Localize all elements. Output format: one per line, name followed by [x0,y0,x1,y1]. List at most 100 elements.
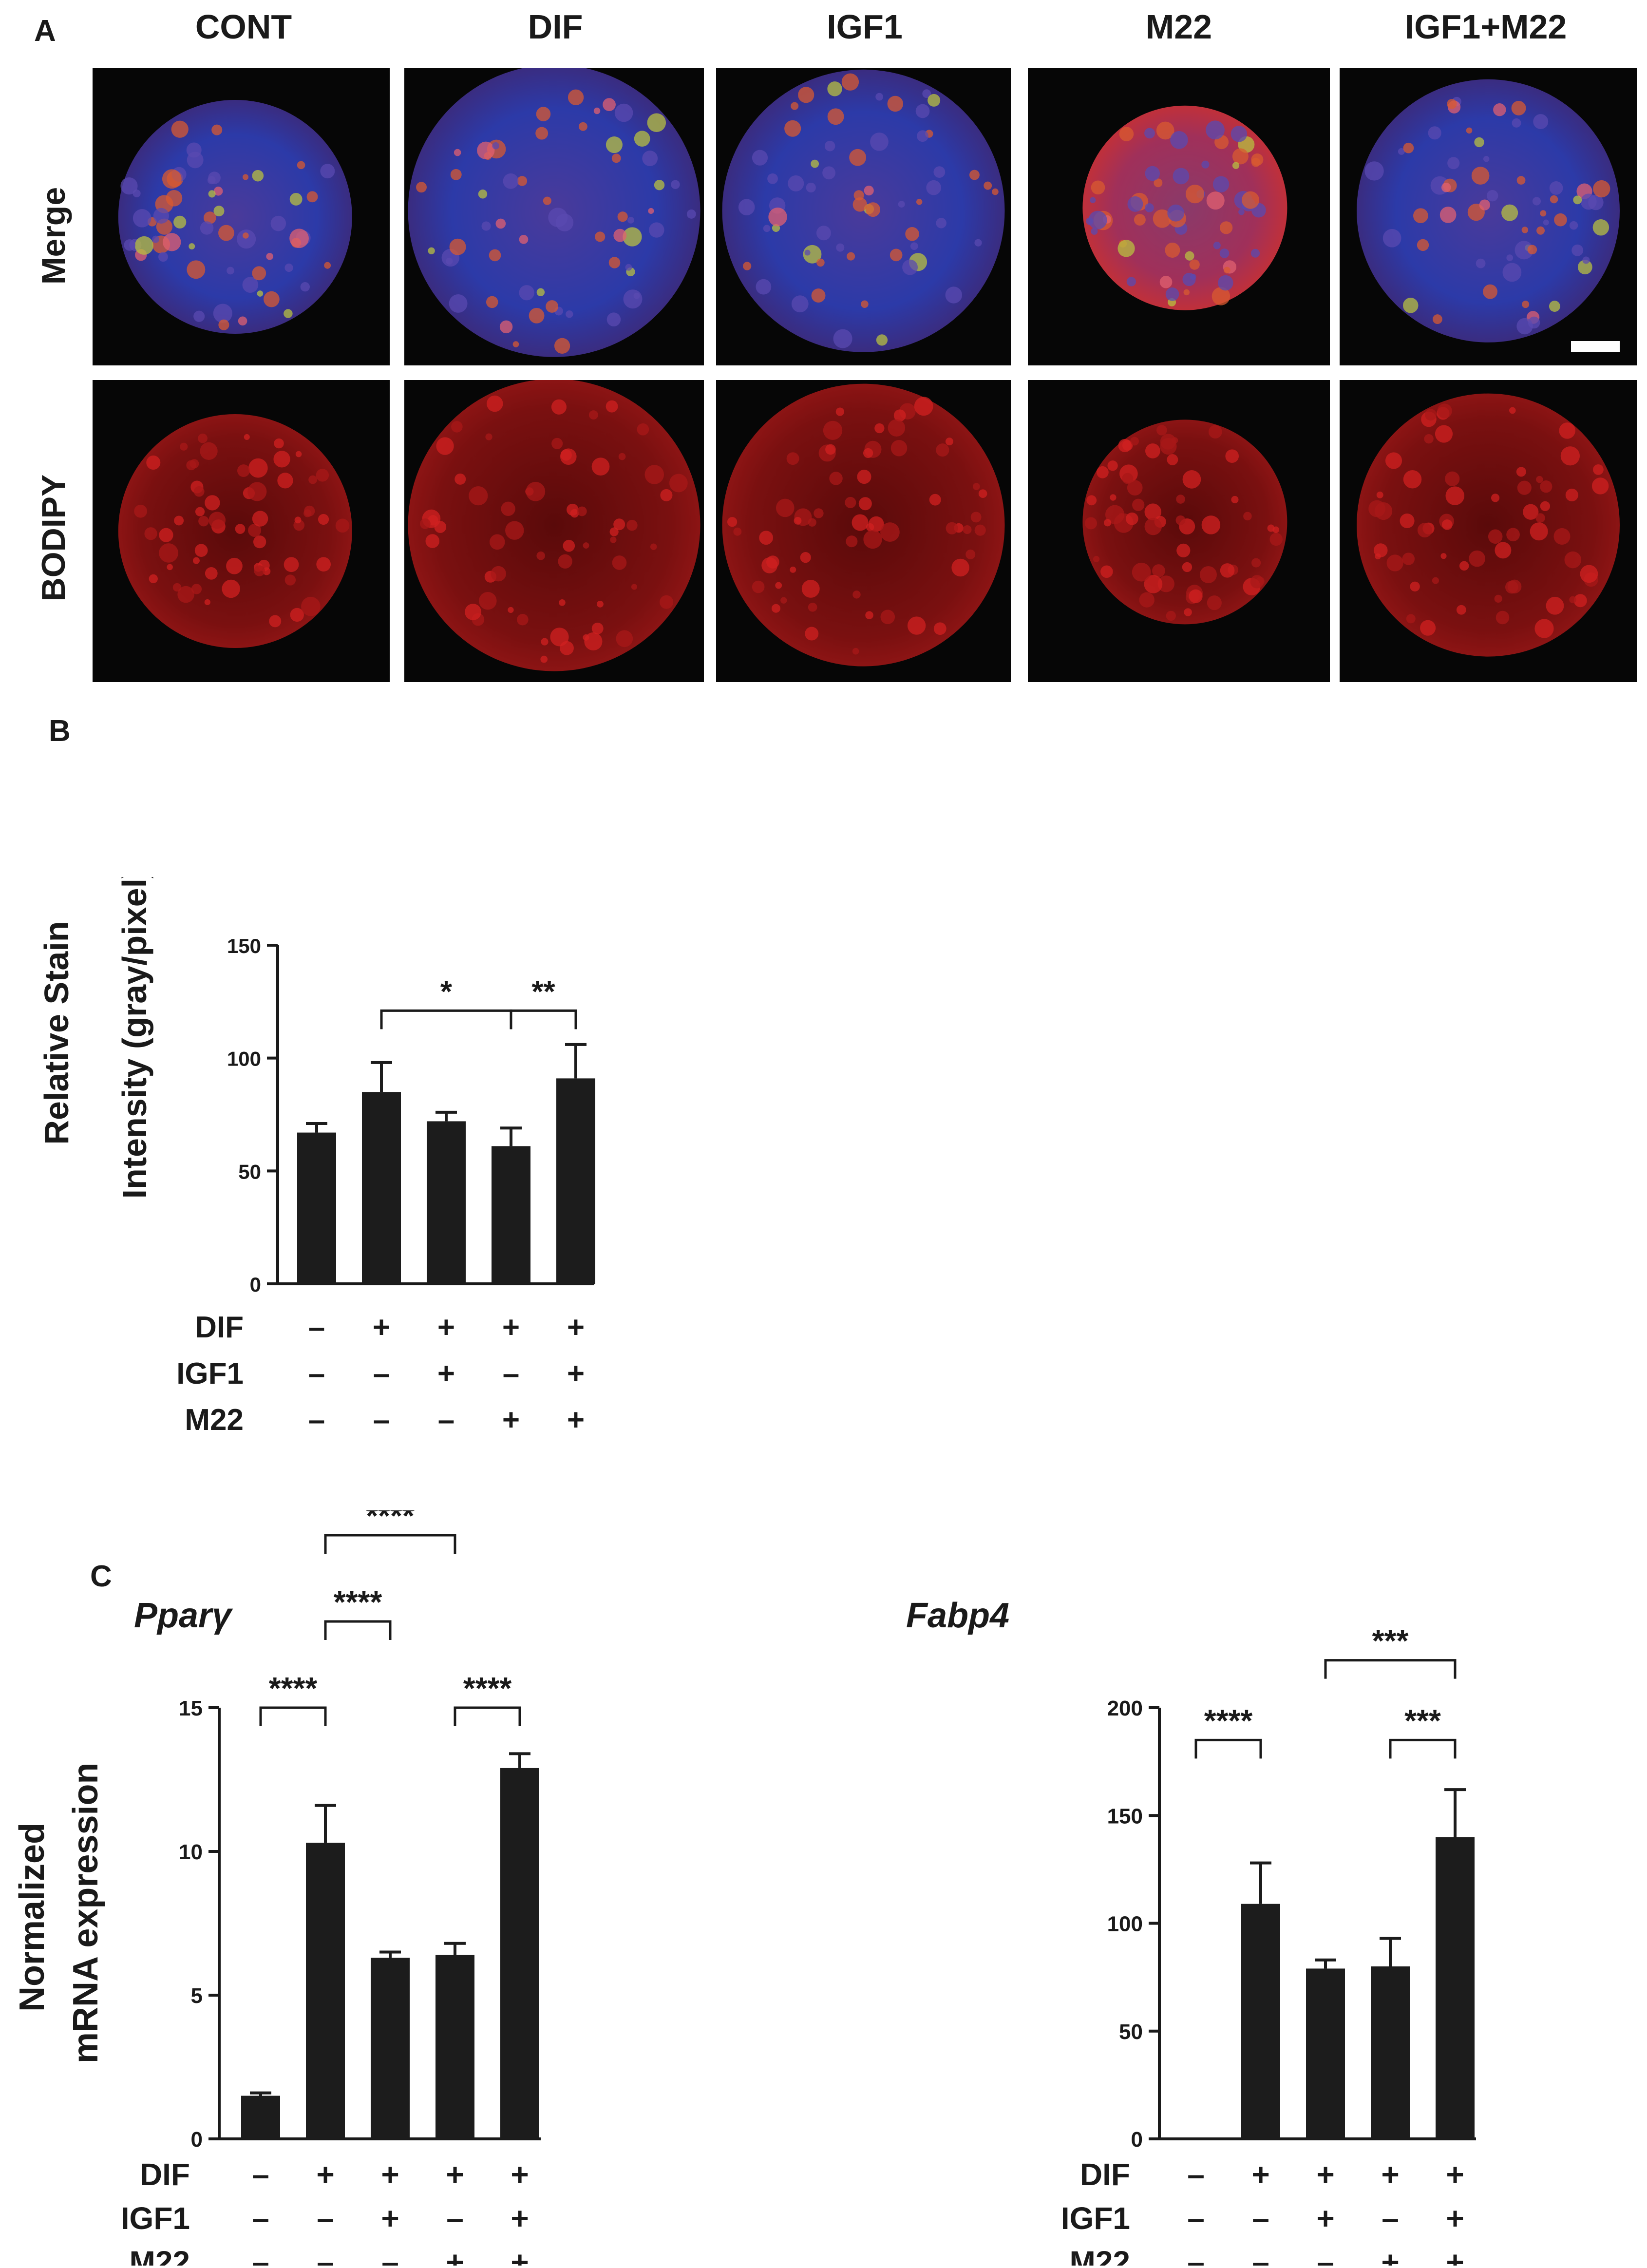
cell [1269,533,1283,546]
cell [1157,575,1174,592]
condition-sign: – [308,1403,325,1437]
cell [1466,127,1473,134]
cell [887,95,904,112]
cell [1445,486,1465,505]
cell [790,566,796,573]
cell [907,616,926,635]
cell [501,501,515,516]
cell [284,557,299,572]
cell [1206,191,1225,210]
cell [508,607,514,613]
cell [318,514,329,525]
cell [752,150,768,166]
cell [1569,596,1576,604]
y-tick-label: 200 [1107,1696,1143,1720]
y-tick-label: 100 [227,1048,261,1070]
cell [1385,452,1402,469]
cell [970,512,982,523]
cell [1540,210,1547,217]
cell [316,557,331,572]
cell [477,141,495,159]
cell [811,288,826,303]
significance-bracket [1324,1659,1457,1679]
cell [512,341,519,347]
significance-bracket [454,1706,521,1726]
cell [252,511,268,527]
cell [1495,542,1512,559]
cell [1501,204,1518,221]
cell [1534,619,1554,638]
condition-label: M22 [185,1403,244,1437]
cell [308,475,317,484]
cell [595,231,606,242]
cell [876,334,888,346]
cell [1549,181,1563,195]
condition-sign: – [373,1357,390,1391]
cell [244,434,250,440]
cell [1144,575,1163,593]
cell [1127,480,1143,496]
significance-stars: *** [1372,1623,1409,1658]
cell [1400,513,1415,528]
condition-sign: + [1316,2157,1334,2192]
cell [451,421,463,433]
cell [608,257,621,268]
cell [1398,148,1405,155]
y-tick-label: 15 [179,1696,203,1720]
cell [1088,210,1107,229]
cell [248,524,262,537]
cell [300,282,310,292]
cell [974,239,982,247]
cell [1376,491,1383,498]
cell [1126,512,1138,525]
cell [794,516,802,525]
fabp4-chart: 0 50 100 150 200 DIF – + + + + IGF1 – – + – + M22 – – – + + ***… [974,1510,1608,2268]
cell [454,149,461,156]
fabp4-chart-svg: 0 50 100 150 200 DIF – + + + + IGF1 – – + – + M22 – – – + + ***… [1061,1623,1476,2268]
bar [306,1843,345,2139]
cell [153,208,169,224]
cell [1130,437,1139,446]
y-tick-label: 150 [1107,1804,1143,1828]
cell [172,583,182,592]
cell [1521,227,1529,233]
cell [868,516,884,532]
cell [1364,161,1384,181]
panel-a-letter: A [34,14,56,48]
cell [951,558,969,577]
cell [626,519,638,531]
cell [120,177,138,195]
condition-sign: – [1187,2157,1205,2192]
cell [870,133,889,151]
bar [362,1092,401,1284]
cell [936,218,947,229]
cell [1170,131,1188,149]
cell [1573,594,1587,608]
cell [1251,157,1261,167]
cell [1167,454,1178,465]
cell [558,554,572,569]
cell [917,130,928,142]
spheroid [1357,79,1620,343]
cell [824,140,835,152]
cell [660,489,673,501]
condition-sign: – [252,2157,269,2192]
cell [213,186,223,196]
significance-bracket [510,1009,577,1029]
cell [617,211,628,222]
cell [489,534,505,550]
cell [1528,316,1540,329]
cell [1420,620,1436,636]
row-label-merge: Merge [35,187,72,285]
cell [1145,443,1160,458]
cell [963,525,972,534]
cell [1514,241,1533,260]
cell [863,530,882,549]
condition-sign: + [1381,2245,1399,2266]
cell [152,235,160,243]
cell [1435,425,1453,443]
cell [247,482,267,501]
cell [766,555,779,569]
condition-sign: – [1187,2201,1205,2236]
cell [1232,162,1240,169]
